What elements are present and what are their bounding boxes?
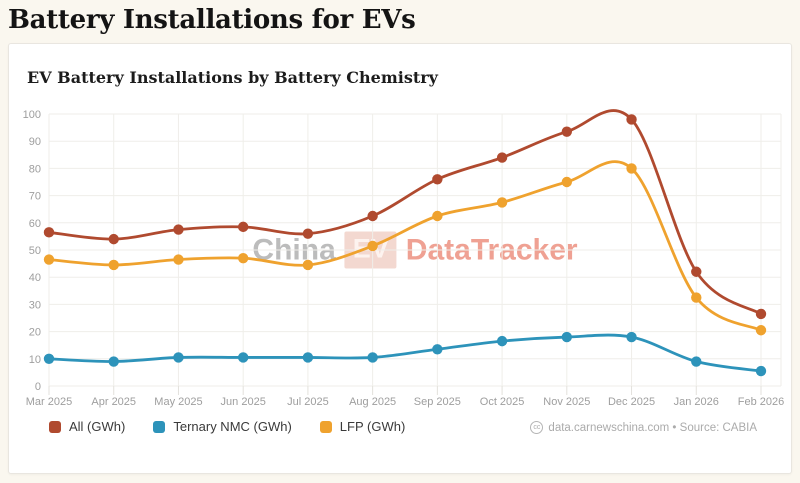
- data-point[interactable]: [755, 325, 767, 336]
- y-axis-tick-label: 20: [29, 327, 41, 339]
- data-point[interactable]: [691, 356, 702, 367]
- data-point[interactable]: [755, 308, 767, 320]
- y-axis-tick-label: 60: [29, 218, 41, 230]
- data-point[interactable]: [496, 197, 508, 208]
- data-point[interactable]: [561, 176, 573, 188]
- data-point[interactable]: [755, 365, 767, 377]
- data-point[interactable]: [237, 252, 249, 264]
- attribution: cc data.carnewschina.com • Source: CABIA: [530, 421, 757, 434]
- legend-item[interactable]: All (GWh): [49, 419, 125, 434]
- legend-label: Ternary NMC (GWh): [173, 419, 292, 434]
- data-point[interactable]: [43, 353, 55, 364]
- data-point[interactable]: [43, 254, 55, 265]
- y-axis-tick-label: 50: [29, 245, 41, 257]
- data-point[interactable]: [302, 352, 314, 363]
- y-axis-tick-label: 30: [29, 299, 41, 311]
- legend-swatch: [49, 420, 61, 433]
- chart-legend: All (GWh) Ternary NMC (GWh) LFP (GWh): [49, 419, 405, 434]
- legend-swatch: [153, 420, 166, 433]
- x-axis-tick-label: Sep 2025: [414, 396, 461, 408]
- data-point[interactable]: [108, 233, 119, 245]
- series-line: [47, 333, 763, 373]
- data-point[interactable]: [626, 163, 637, 174]
- data-point[interactable]: [367, 240, 378, 252]
- x-axis-tick-label: Jun 2025: [221, 396, 266, 408]
- y-axis-tick-label: 0: [35, 381, 41, 393]
- series-line: [47, 160, 763, 332]
- data-point[interactable]: [626, 114, 637, 125]
- y-axis-tick-label: 40: [29, 272, 41, 284]
- data-point[interactable]: [561, 126, 573, 137]
- data-point[interactable]: [302, 259, 314, 271]
- data-point[interactable]: [432, 344, 443, 355]
- legend-item[interactable]: Ternary NMC (GWh): [153, 419, 292, 434]
- data-point[interactable]: [108, 356, 119, 367]
- chart-title: EV Battery Installations by Battery Chem…: [27, 68, 438, 87]
- attribution-text: data.carnewschina.com • Source: CABIA: [548, 421, 757, 434]
- y-axis-tick-label: 100: [23, 109, 41, 121]
- x-axis-tick-label: Oct 2025: [480, 396, 525, 408]
- legend-label: LFP (GWh): [339, 419, 406, 434]
- data-point[interactable]: [432, 174, 443, 185]
- data-point[interactable]: [237, 352, 249, 363]
- x-axis-tick-label: Dec 2025: [608, 396, 655, 408]
- data-point[interactable]: [691, 266, 702, 277]
- x-axis-tick-label: Apr 2025: [91, 396, 136, 408]
- data-point[interactable]: [173, 352, 184, 363]
- data-point[interactable]: [432, 210, 443, 222]
- data-point[interactable]: [496, 335, 508, 347]
- data-point[interactable]: [237, 221, 249, 233]
- page-title: Battery Installations for EVs: [8, 5, 416, 35]
- x-axis-tick-label: Jan 2026: [674, 396, 719, 408]
- data-point[interactable]: [173, 254, 184, 265]
- y-axis-tick-label: 90: [29, 136, 41, 148]
- data-point[interactable]: [626, 331, 637, 343]
- chart-card: EV Battery Installations by Battery Chem…: [8, 43, 792, 474]
- x-axis-tick-label: Feb 2026: [738, 396, 784, 408]
- data-point[interactable]: [108, 259, 119, 271]
- y-axis-tick-label: 70: [29, 191, 41, 203]
- chart-canvas: 0 10 20 30 40 50 60 70 80 90 100 Mar 2025 Apr 2025 Ma…: [23, 109, 785, 408]
- x-axis-tick-label: Aug 2025: [349, 396, 396, 408]
- cc-icon: cc: [530, 421, 544, 434]
- data-point[interactable]: [43, 227, 55, 238]
- legend-label: All (GWh): [69, 419, 126, 434]
- x-axis-tick-label: May 2025: [154, 396, 202, 408]
- data-point[interactable]: [302, 228, 314, 239]
- x-axis-tick-label: Jul 2025: [287, 396, 329, 408]
- data-point[interactable]: [691, 292, 702, 303]
- x-axis-tick-label: Mar 2025: [26, 396, 72, 408]
- y-axis-tick-label: 10: [29, 354, 41, 366]
- data-point[interactable]: [367, 210, 378, 222]
- x-axis-tick-label: Nov 2025: [543, 396, 590, 408]
- data-point[interactable]: [173, 224, 184, 235]
- y-axis-tick-label: 80: [29, 163, 41, 175]
- legend-item[interactable]: LFP (GWh): [319, 419, 406, 434]
- data-point[interactable]: [367, 352, 378, 363]
- data-point[interactable]: [496, 152, 508, 163]
- legend-swatch: [319, 420, 332, 433]
- data-point[interactable]: [561, 331, 573, 343]
